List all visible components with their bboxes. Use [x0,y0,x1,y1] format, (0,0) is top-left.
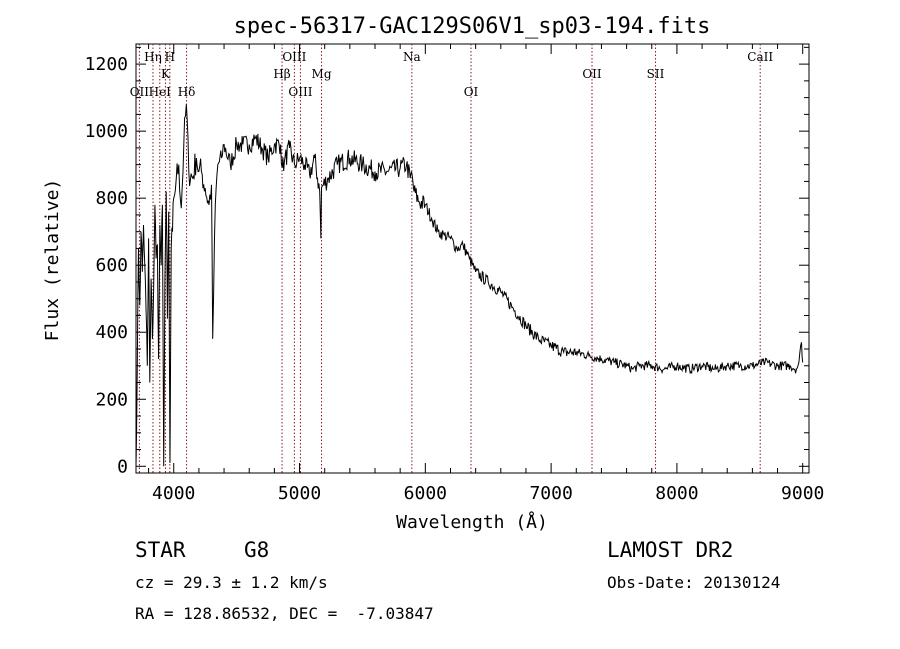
x-tick-label: 7000 [529,483,572,504]
y-tick-label: 1200 [85,54,128,75]
y-tick-label: 600 [95,255,128,276]
spectrum-line [135,104,804,467]
y-axis-ticks: 0 200 400 600 800 1000 1200 [85,46,809,477]
y-tick-label: 400 [95,322,128,343]
y-tick-label: 200 [95,389,128,410]
spectral-line-label: CaII [747,50,773,64]
x-tick-label: 5000 [278,483,321,504]
spectral-line-label: K [161,67,171,81]
x-tick-label: 6000 [404,483,447,504]
x-axis-label: Wavelength (Å) [396,511,548,533]
survey-name: LAMOST DR2 [607,538,734,562]
ra-dec-coords: RA = 128.86532, DEC = -7.03847 [135,604,434,623]
spectral-line-label: OIII [282,50,306,64]
spectral-line-label: HeI [149,85,172,99]
object-subclass: G8 [244,538,270,562]
chart-title: spec-56317-GAC129S06V1_sp03-194.fits [234,14,711,39]
y-tick-label: 0 [117,456,128,477]
spectral-line-label: Hη [144,50,162,64]
y-axis-label: Flux (relative) [42,179,63,342]
x-tick-label: 8000 [655,483,698,504]
spectral-line-label: Na [403,50,421,64]
plot-frame [135,43,810,474]
spectral-line-label: OII [582,67,602,81]
redshift-cz: cz = 29.3 ± 1.2 km/s [135,573,328,592]
observation-date: Obs-Date: 20130124 [607,573,781,592]
spectral-line-label: Hδ [178,85,196,99]
spectral-line-label: SII [647,67,665,81]
x-tick-label: 9000 [781,483,824,504]
x-axis-ticks: 4000 5000 6000 7000 8000 9000 [148,44,824,504]
y-tick-label: 800 [95,188,128,209]
spectral-line-label: OIII [288,85,312,99]
x-tick-label: 4000 [152,483,195,504]
spectral-line-label: OII [130,85,150,99]
spectral-line-label: Mg [312,67,332,81]
y-tick-label: 1000 [85,121,128,142]
object-type: STAR [135,538,186,562]
spectral-line-markers [138,44,761,473]
spectral-line-label: H [165,50,175,64]
spectral-line-label: OI [464,85,479,99]
spectral-line-label: Hβ [273,67,290,81]
